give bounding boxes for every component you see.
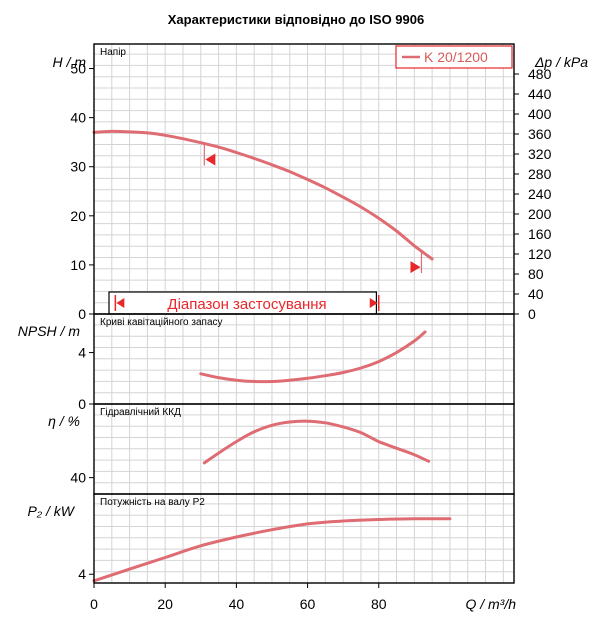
y2-tick-label: 360 [528, 126, 552, 142]
frame-layer [89, 43, 519, 588]
x-tick-label: 40 [229, 596, 245, 612]
x-tick-label: 80 [371, 596, 387, 612]
range-marker-arrow [410, 261, 421, 274]
chart-title: Характеристики відповідно до ISO 9906 [168, 12, 424, 27]
power-panel-label: Потужність на валу P2 [100, 497, 205, 508]
legend-label: K 20/1200 [424, 49, 488, 65]
y-tick-label: 40 [70, 110, 86, 126]
grid-layer [94, 44, 514, 583]
y2-tick-label: 120 [528, 246, 552, 262]
y2-tick-label: 160 [528, 226, 552, 242]
legend-box [395, 45, 513, 69]
application-range-arrow-right [369, 298, 378, 308]
application-range-label: Діапазон застосування [167, 296, 326, 313]
y2-tick-label: 280 [528, 166, 552, 182]
npsh-curve [199, 330, 427, 384]
efficiency-panel-label: Гідравлічний ККД [100, 407, 181, 418]
y2-tick-label: 480 [528, 66, 552, 82]
y-tick-label: 50 [70, 61, 86, 77]
y2-tick-label: 320 [528, 146, 552, 162]
curve-layer: Діапазон застосування K 20/1200 [92, 45, 513, 583]
npsh-ylabel: NPSH / m [18, 323, 81, 339]
y-tick-label: 10 [70, 257, 86, 273]
y-tick-label: 30 [70, 159, 86, 175]
y-tick-label: 0 [78, 396, 86, 412]
power-panel-frame [93, 493, 515, 584]
head-curve [92, 129, 434, 261]
x-tick-label: 60 [300, 596, 316, 612]
efficiency-curve [202, 419, 431, 465]
y2-tick-label: 80 [528, 266, 544, 282]
y-tick-label: 20 [70, 208, 86, 224]
y-tick-label: 0 [78, 306, 86, 322]
y-tick-label: 4 [78, 566, 86, 582]
range-marker-arrow [205, 153, 216, 166]
x-axis-label: Q / m³/h [465, 596, 516, 612]
y2-tick-label: 240 [528, 186, 552, 202]
efficiency-ylabel: η / % [48, 413, 80, 429]
application-range-arrow-left [116, 298, 125, 308]
power-ylabel: P₂ / kW [27, 503, 75, 519]
x-tick-label: 20 [157, 596, 173, 612]
y-tick-label: 40 [70, 470, 86, 486]
head-ylabel: H / m [53, 54, 87, 70]
y2-tick-label: 40 [528, 286, 544, 302]
x-tick-label: 0 [90, 596, 98, 612]
head-panel-label: Напір [100, 47, 126, 58]
y2-tick-label: 440 [528, 86, 552, 102]
y2-tick-label: 200 [528, 206, 552, 222]
y2-tick-label: 400 [528, 106, 552, 122]
y-tick-label: 4 [78, 345, 86, 361]
power-curve [92, 517, 452, 583]
y2-tick-label: 0 [528, 306, 536, 322]
npsh-panel-label: Криві кавітаційного запасу [100, 317, 223, 328]
head-y2label: Δp / kPa [534, 54, 588, 70]
